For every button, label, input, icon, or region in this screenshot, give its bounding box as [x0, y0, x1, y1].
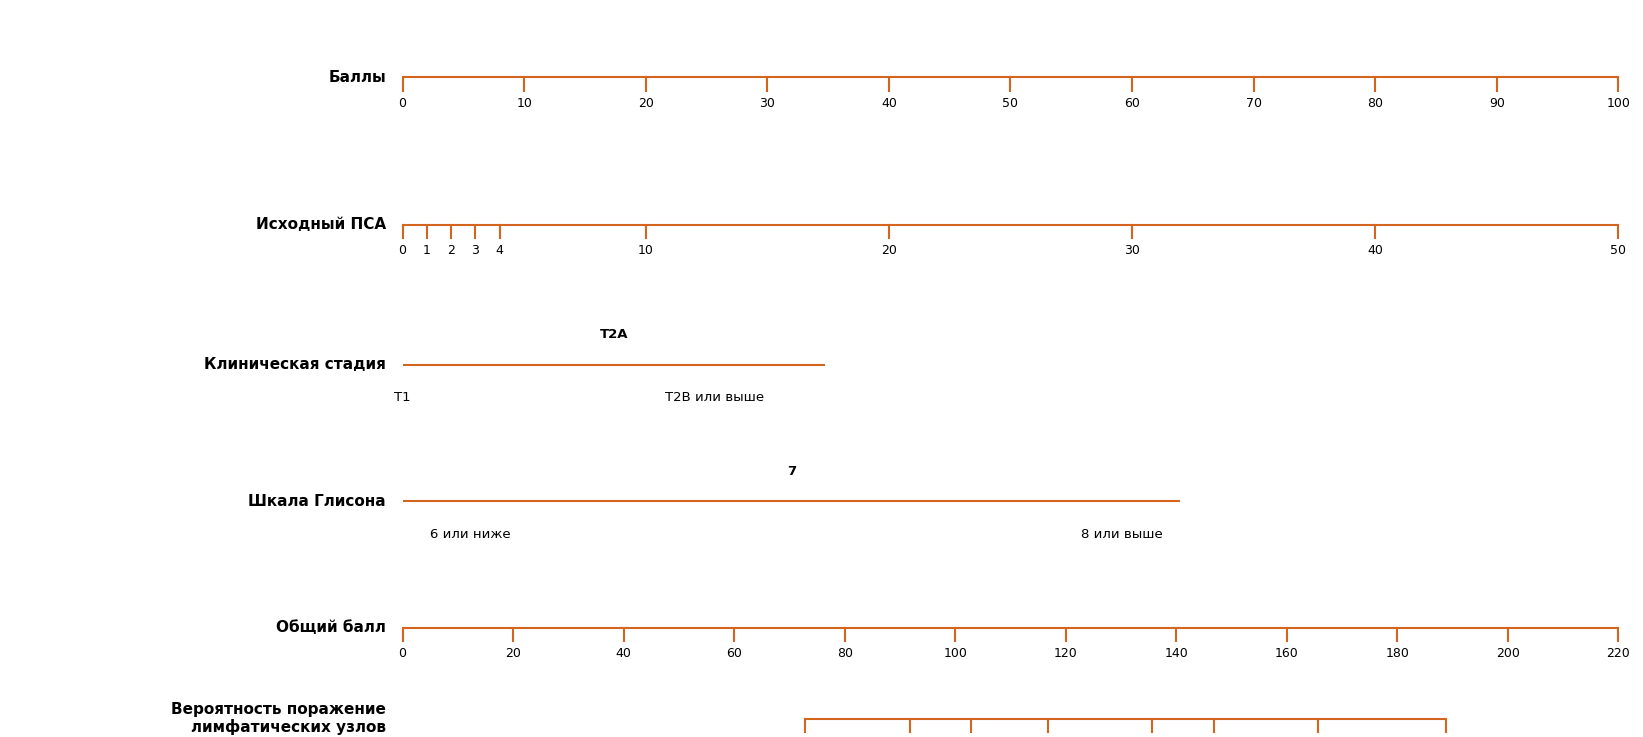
Text: 20: 20 — [881, 244, 897, 257]
Text: 4: 4 — [496, 244, 504, 257]
Text: 80: 80 — [836, 647, 853, 660]
Text: 2: 2 — [447, 244, 455, 257]
Text: 0: 0 — [399, 244, 406, 257]
Text: 7: 7 — [787, 464, 797, 478]
Text: 40: 40 — [616, 647, 631, 660]
Text: Исходный ПСА: Исходный ПСА — [256, 217, 386, 232]
Text: 100: 100 — [943, 647, 968, 660]
Text: Баллы: Баллы — [329, 70, 386, 85]
Text: 0: 0 — [399, 647, 406, 660]
Text: 120: 120 — [1053, 647, 1078, 660]
Text: 30: 30 — [1124, 244, 1140, 257]
Text: 20: 20 — [504, 647, 521, 660]
Text: 60: 60 — [1124, 97, 1140, 110]
Text: Клиническая стадия: Клиническая стадия — [204, 357, 386, 372]
Text: 20: 20 — [637, 97, 654, 110]
Text: 8 или выше: 8 или выше — [1081, 528, 1163, 541]
Text: 0: 0 — [399, 97, 406, 110]
Text: 1: 1 — [422, 244, 430, 257]
Text: 10: 10 — [637, 244, 654, 257]
Text: T2A: T2A — [600, 328, 629, 341]
Text: 40: 40 — [881, 97, 897, 110]
Text: 10: 10 — [516, 97, 532, 110]
Text: Т1: Т1 — [394, 391, 411, 405]
Text: 60: 60 — [726, 647, 743, 660]
Text: Вероятность поражение
лимфатических узлов: Вероятность поражение лимфатических узло… — [171, 702, 386, 736]
Text: 100: 100 — [1607, 97, 1630, 110]
Text: 80: 80 — [1367, 97, 1383, 110]
Text: 70: 70 — [1245, 97, 1262, 110]
Text: Шкала Глисона: Шкала Глисона — [248, 494, 386, 509]
Text: 160: 160 — [1275, 647, 1298, 660]
Text: Т2В или выше: Т2В или выше — [665, 391, 764, 405]
Text: 220: 220 — [1607, 647, 1630, 660]
Text: 200: 200 — [1495, 647, 1520, 660]
Text: 50: 50 — [1002, 97, 1019, 110]
Text: 140: 140 — [1165, 647, 1188, 660]
Text: 3: 3 — [472, 244, 480, 257]
Text: 40: 40 — [1367, 244, 1383, 257]
Text: 50: 50 — [1610, 244, 1627, 257]
Text: 6 или ниже: 6 или ниже — [430, 528, 511, 541]
Text: 90: 90 — [1489, 97, 1505, 110]
Text: 180: 180 — [1385, 647, 1410, 660]
Text: Общий балл: Общий балл — [276, 621, 386, 635]
Text: 30: 30 — [759, 97, 775, 110]
